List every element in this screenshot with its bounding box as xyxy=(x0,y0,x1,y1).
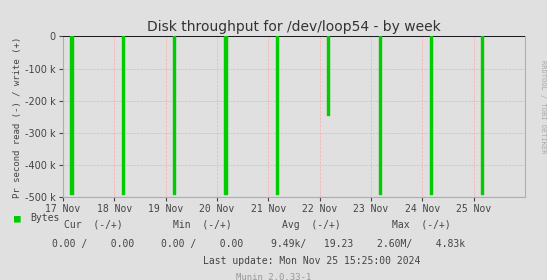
Text: ■: ■ xyxy=(14,213,20,223)
Text: Last update: Mon Nov 25 15:25:00 2024: Last update: Mon Nov 25 15:25:00 2024 xyxy=(203,256,421,266)
Text: Munin 2.0.33-1: Munin 2.0.33-1 xyxy=(236,273,311,280)
Text: Avg  (-/+): Avg (-/+) xyxy=(282,220,341,230)
Text: Bytes: Bytes xyxy=(30,213,60,223)
Text: Max  (-/+): Max (-/+) xyxy=(392,220,451,230)
Text: RRDTOOL / TOBI OETIKER: RRDTOOL / TOBI OETIKER xyxy=(540,60,546,153)
Text: 0.00 /    0.00: 0.00 / 0.00 xyxy=(52,239,134,249)
Text: 0.00 /    0.00: 0.00 / 0.00 xyxy=(161,239,243,249)
Y-axis label: Pr second read (-) / write (+): Pr second read (-) / write (+) xyxy=(14,36,22,197)
Text: Min  (-/+): Min (-/+) xyxy=(173,220,232,230)
Text: 2.60M/    4.83k: 2.60M/ 4.83k xyxy=(377,239,465,249)
Text: Cur  (-/+): Cur (-/+) xyxy=(63,220,123,230)
Title: Disk throughput for /dev/loop54 - by week: Disk throughput for /dev/loop54 - by wee… xyxy=(147,20,441,34)
Text: 9.49k/   19.23: 9.49k/ 19.23 xyxy=(271,239,353,249)
